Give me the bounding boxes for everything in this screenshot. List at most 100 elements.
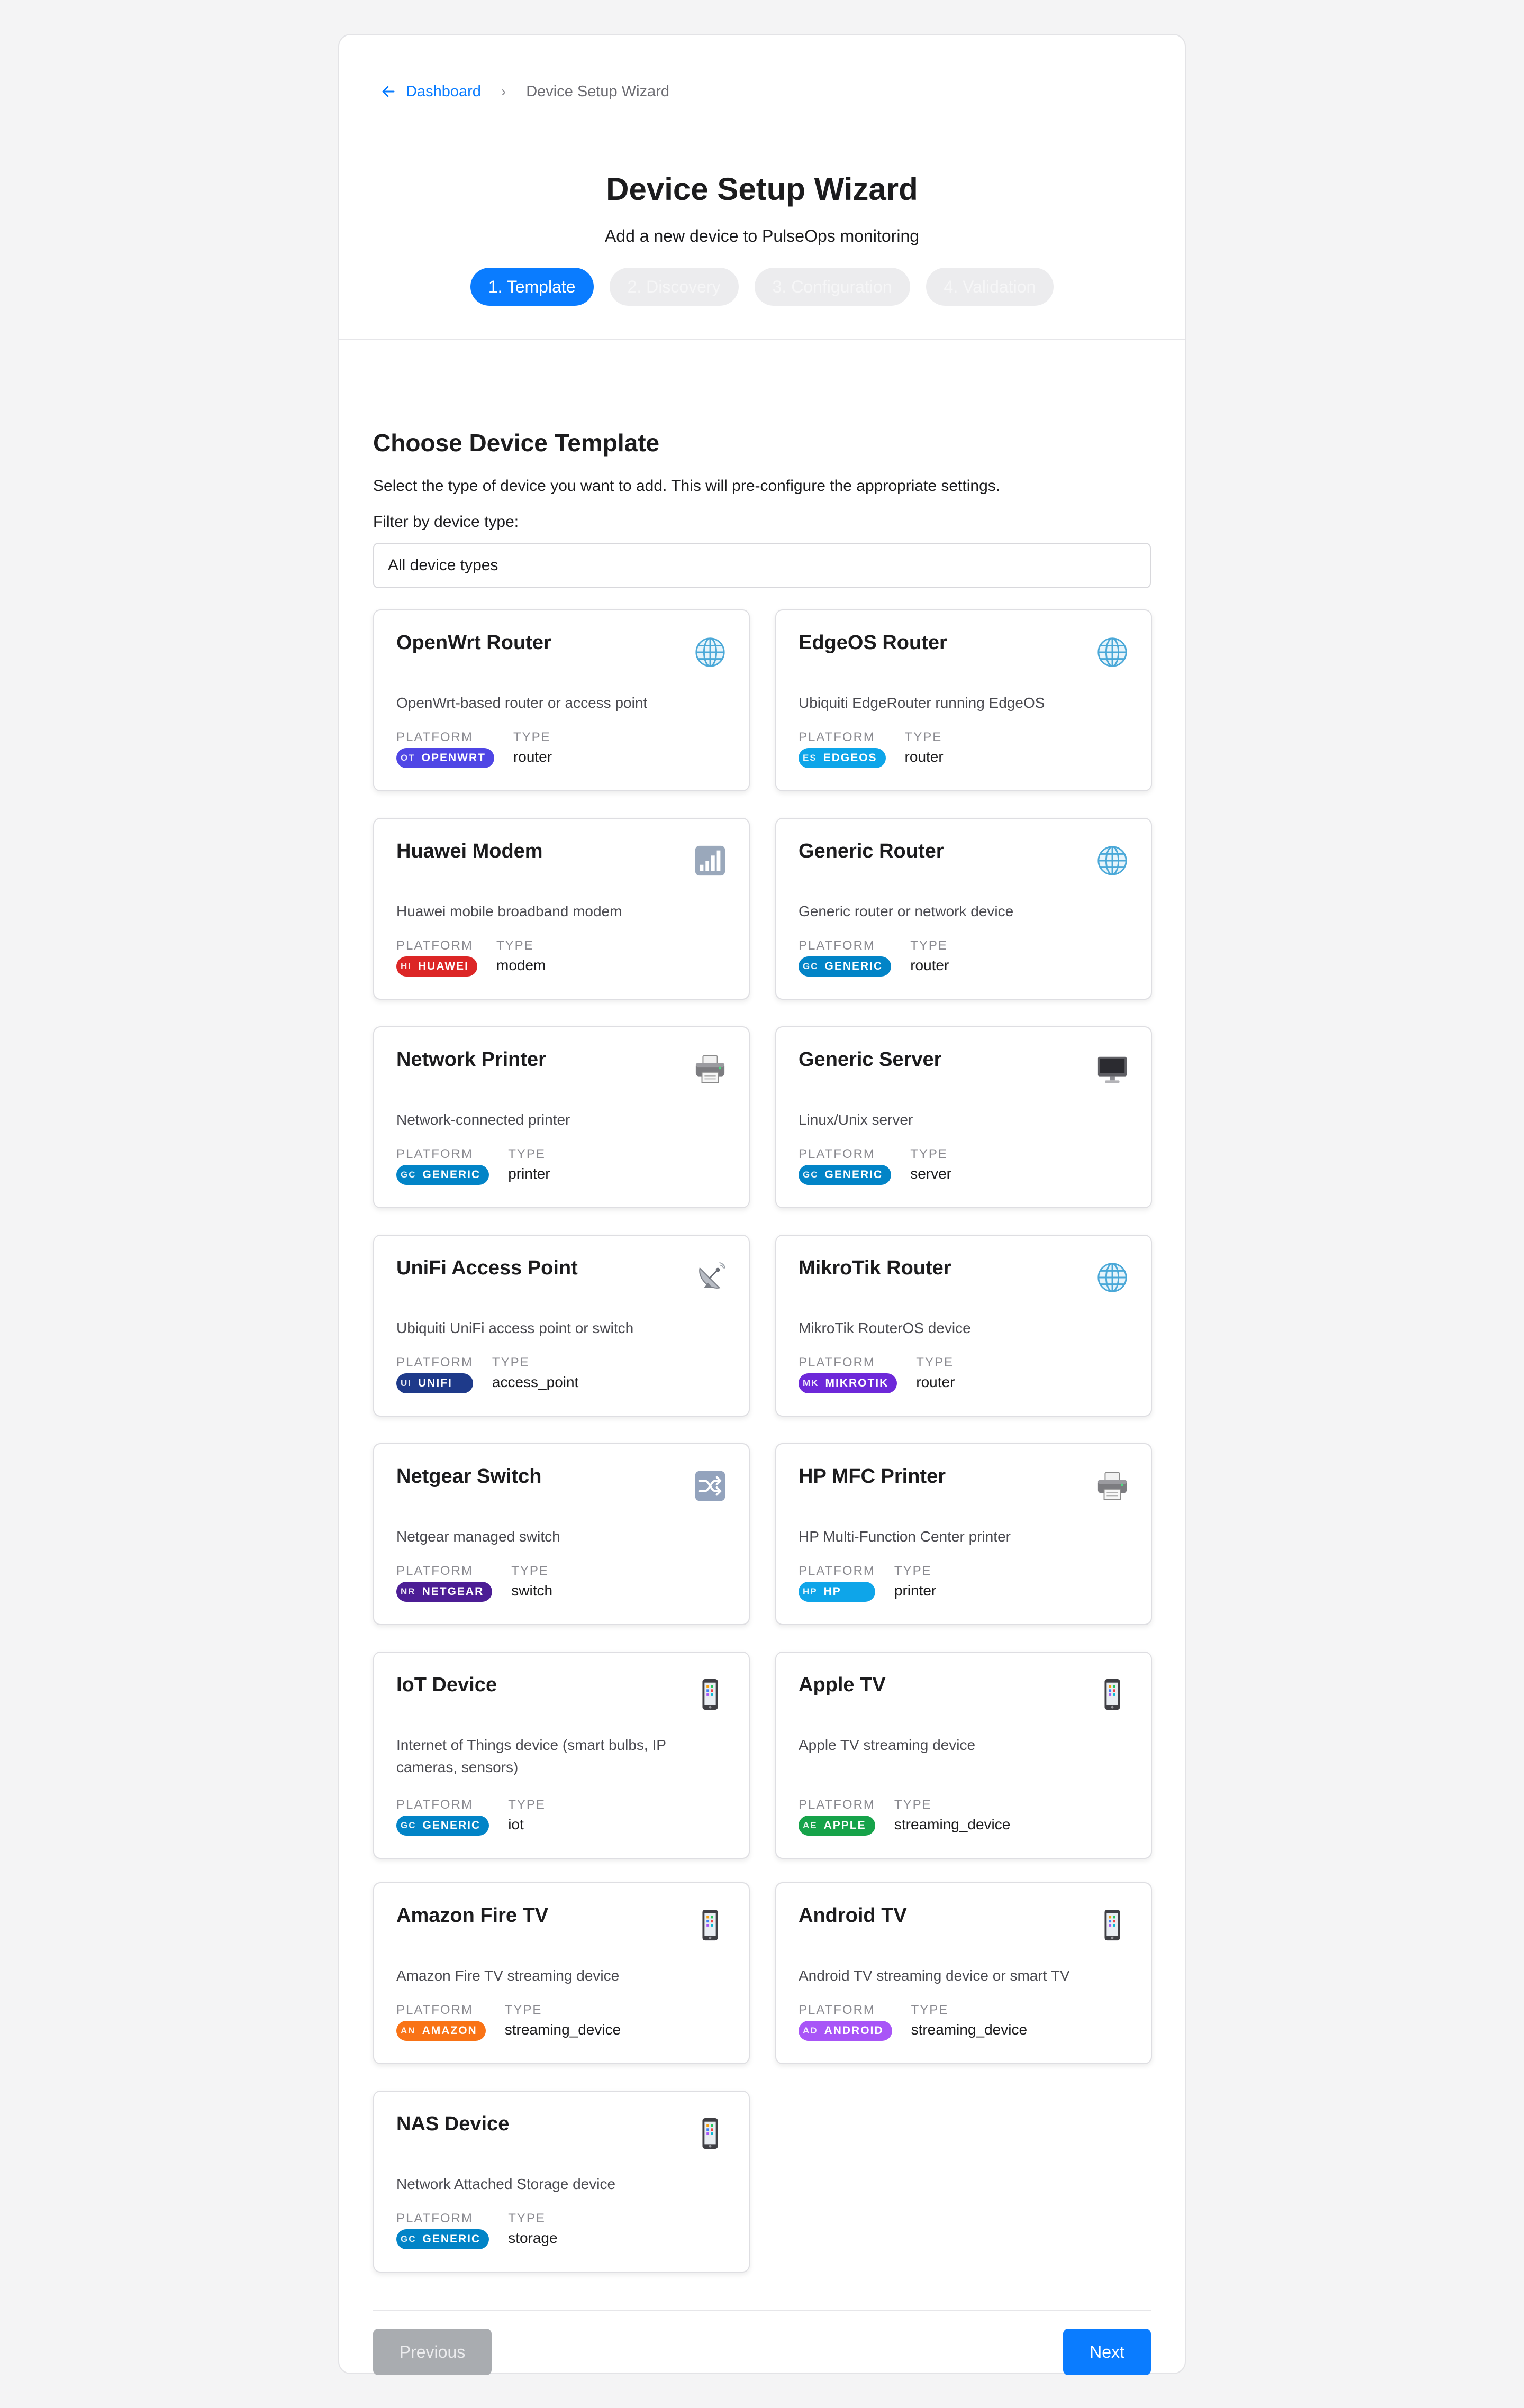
platform-name: AMAZON [422,2024,477,2037]
platform-name: GENERIC [422,2233,481,2245]
type-column: TYPE printer [508,1145,550,1185]
mobile-phone-icon [1096,1678,1129,1711]
page-subtitle: Add a new device to PulseOps monitoring [604,226,920,245]
platform-initials: GC [401,2234,416,2244]
step-validation[interactable]: 4. Validation [926,268,1054,306]
template-description: Apple TV streaming device [799,1737,976,1753]
platform-badge: OT OPENWRT [396,748,494,768]
template-card-iot-device[interactable]: IoT Device Internet of Things device (sma… [373,1652,750,1859]
shuffle-icon [694,1470,727,1502]
wizard-content: Choose Device Template Select the type o… [373,339,1152,2375]
step-template[interactable]: 1. Template [470,268,594,306]
platform-label: PLATFORM [799,1564,875,1578]
type-label: TYPE [492,1355,530,1370]
platform-initials: AN [401,2026,416,2036]
footer-divider [373,2310,1151,2311]
step-discovery[interactable]: 2. Discovery [609,268,739,306]
type-column: TYPE router [513,728,552,768]
template-description: Huawei mobile broadband modem [396,903,622,919]
template-card-nas-device[interactable]: NAS Device Network Attached Storage devic… [373,2091,750,2273]
device-type-filter-select[interactable]: All device types [373,543,1151,588]
platform-initials: AE [803,1820,818,1830]
template-card-amazon-fire-tv[interactable]: Amazon Fire TV Amazon Fire TV streaming d… [373,1882,750,2064]
step-configuration[interactable]: 3. Configuration [754,268,910,306]
next-button[interactable]: Next [1063,2329,1151,2375]
section-title: Choose Device Template [373,429,660,457]
platform-initials: GC [401,1170,416,1180]
platform-label: PLATFORM [396,730,473,744]
template-card-unifi-access-point[interactable]: UniFi Access Point Ubiquiti UniFi access … [373,1235,750,1417]
type-column: TYPE router [916,1353,955,1393]
template-card-apple-tv[interactable]: Apple TV Apple TV streaming device PLATFOR… [775,1652,1152,1859]
platform-column: PLATFORM AN AMAZON [396,2001,486,2041]
template-card-netgear-switch[interactable]: Netgear Switch Netgear managed switch PLAT… [373,1443,750,1625]
template-card-generic-server[interactable]: Generic Server Linux/Unix server PLATFORM G… [775,1026,1152,1208]
template-title: Network Printer [396,1048,546,1071]
platform-name: GENERIC [824,960,883,972]
type-column: TYPE streaming_device [911,2001,1027,2041]
platform-label: PLATFORM [396,2003,473,2017]
type-column: TYPE streaming_device [894,1795,1010,1836]
platform-column: PLATFORM AE APPLE [799,1795,875,1836]
platform-name: HUAWEI [418,960,469,972]
template-title: OpenWrt Router [396,632,551,654]
template-meta: PLATFORM UI UNIFI TYPE access_point [396,1353,578,1393]
template-card-huawei-modem[interactable]: Huawei Modem Huawei mobile broadband mode… [373,818,750,1000]
type-label: TYPE [511,1564,549,1578]
template-meta: PLATFORM ES EDGEOS TYPE router [799,728,944,768]
template-title: Generic Router [799,840,944,862]
template-card-mikrotik-router[interactable]: MikroTik Router MikroTik RouterOS device P… [775,1235,1152,1417]
platform-badge: HI HUAWEI [396,956,477,977]
satellite-dish-icon [694,1261,727,1294]
platform-badge: GC GENERIC [396,2229,489,2249]
platform-label: PLATFORM [799,1798,875,1812]
type-column: TYPE modem [496,936,546,977]
template-card-network-printer[interactable]: Network Printer Network-connected printer… [373,1026,750,1208]
platform-initials: UI [401,1378,412,1388]
template-card-openwrt-router[interactable]: OpenWrt Router OpenWrt-based router or ac… [373,609,750,791]
template-title: UniFi Access Point [396,1257,578,1279]
signal-bars-icon [694,844,727,877]
platform-label: PLATFORM [396,1564,473,1578]
globe-icon [1096,844,1129,877]
printer-icon [1096,1470,1129,1502]
platform-column: PLATFORM AD ANDROID [799,2001,892,2041]
platform-initials: HP [803,1586,818,1597]
template-card-generic-router[interactable]: Generic Router Generic router or network … [775,818,1152,1000]
type-value: printer [894,1582,937,1599]
platform-column: PLATFORM GC GENERIC [396,1145,489,1185]
template-card-android-tv[interactable]: Android TV Android TV streaming device or… [775,1882,1152,2064]
template-meta: PLATFORM OT OPENWRT TYPE router [396,728,552,768]
template-title: NAS Device [396,2113,510,2135]
type-label: TYPE [910,1147,948,1161]
template-title: Generic Server [799,1048,942,1071]
platform-label: PLATFORM [799,730,875,744]
platform-initials: MK [803,1378,819,1388]
breadcrumb-dashboard-link[interactable]: Dashboard [380,83,481,101]
template-meta: PLATFORM AE APPLE TYPE streaming_device [799,1795,1010,1836]
type-value: router [904,749,944,765]
type-column: TYPE access_point [492,1353,578,1393]
platform-badge: GC GENERIC [799,1165,892,1185]
template-meta: PLATFORM GC GENERIC TYPE iot [396,1795,546,1836]
monitor-icon [1096,1053,1129,1086]
template-card-edgeos-router[interactable]: EdgeOS Router Ubiquiti EdgeRouter running… [775,609,1152,791]
previous-button[interactable]: Previous [373,2329,492,2375]
platform-label: PLATFORM [396,2211,473,2225]
platform-badge: MK MIKROTIK [799,1373,897,1393]
platform-badge: GC GENERIC [396,1816,489,1836]
template-meta: PLATFORM AD ANDROID TYPE streaming_device [799,2001,1027,2041]
platform-label: PLATFORM [396,938,473,953]
globe-icon [694,636,727,669]
template-meta: PLATFORM HP HP TYPE printer [799,1562,936,1602]
template-title: MikroTik Router [799,1257,951,1279]
template-description: Generic router or network device [799,903,1014,919]
template-meta: PLATFORM GC GENERIC TYPE server [799,1145,951,1185]
type-column: TYPE printer [894,1562,936,1602]
type-value: switch [511,1582,553,1599]
platform-label: PLATFORM [799,1147,875,1161]
platform-name: APPLE [823,1819,866,1831]
globe-icon [1096,1261,1129,1294]
filter-selected-value: All device types [388,557,498,574]
template-card-hp-mfc-printer[interactable]: HP MFC Printer HP Multi-Function Center p… [775,1443,1152,1625]
